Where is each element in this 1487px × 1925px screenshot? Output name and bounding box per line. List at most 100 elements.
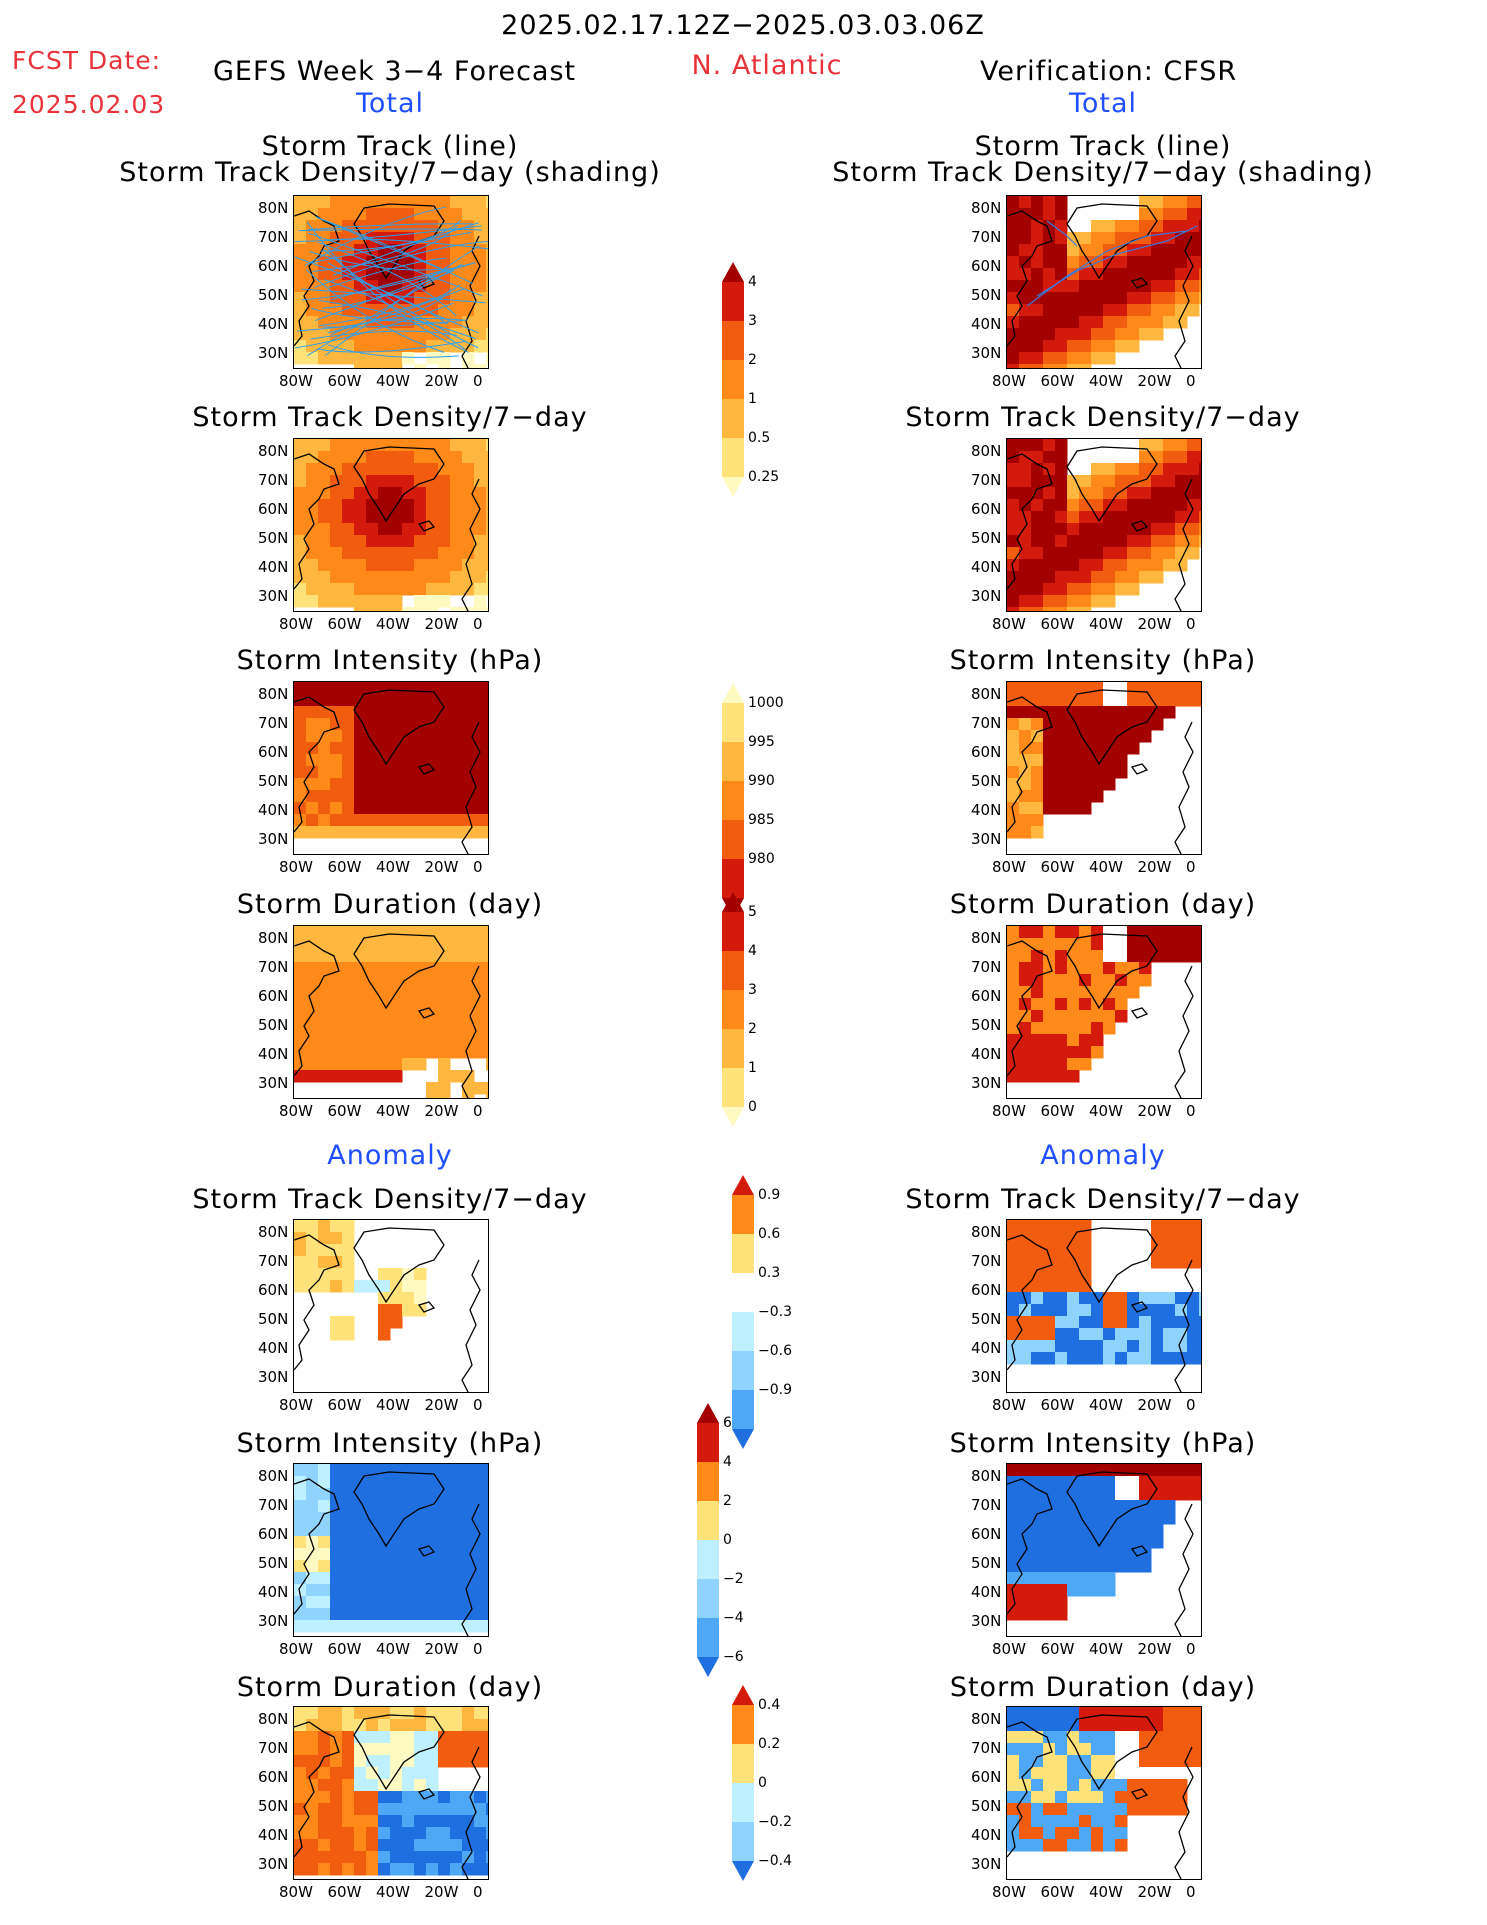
title-intensity-anom-left: Storm Intensity (hPa): [236, 1428, 544, 1459]
lat-label: 60N: [258, 743, 289, 761]
lat-label: 80N: [971, 1223, 1002, 1241]
lat-label: 40N: [971, 315, 1002, 333]
colorbar-tick-label: 0: [748, 1099, 757, 1115]
lon-label: 40W: [376, 615, 410, 633]
lat-label: 40N: [258, 801, 289, 819]
lon-label: 60W: [1040, 1396, 1075, 1414]
colorbar-tick-label: −0.3: [758, 1304, 792, 1320]
lon-label: 60W: [327, 372, 362, 390]
lon-label: 20W: [1137, 1102, 1172, 1120]
lat-label: 60N: [971, 743, 1002, 761]
map-image-intensity-anom-left: [294, 1464, 488, 1636]
map-track-left: [293, 195, 489, 369]
lon-label: 80W: [992, 1396, 1026, 1414]
lon-label: 40W: [376, 372, 410, 390]
lat-label: 60N: [971, 500, 1002, 518]
map-image-duration-left: [294, 926, 488, 1098]
map-image-duration-anom-left: [294, 1707, 488, 1879]
map-image-duration-anom-right: [1007, 1707, 1201, 1879]
title-track-shading-left: Storm Track Density/7−day (shading): [119, 157, 661, 188]
lat-label: 50N: [971, 1554, 1002, 1572]
lat-label: 60N: [971, 1281, 1002, 1299]
title-track-line-right: Storm Track (line): [974, 131, 1232, 162]
lon-label: 20W: [1137, 372, 1172, 390]
right-anomaly-label: Anomaly: [1040, 1140, 1166, 1171]
lat-label: 30N: [258, 344, 289, 362]
lon-label: 40W: [1089, 1640, 1123, 1658]
lat-label: 30N: [971, 1368, 1002, 1386]
lat-label: 80N: [258, 199, 289, 217]
lon-label: 0: [473, 858, 483, 876]
lon-label: 40W: [376, 1640, 410, 1658]
lon-label: 0: [1186, 372, 1196, 390]
lat-label: 30N: [971, 1074, 1002, 1092]
map-duration-right: [1006, 925, 1202, 1099]
lon-label: 40W: [1089, 615, 1123, 633]
lon-label: 80W: [279, 1883, 313, 1901]
lon-label: 80W: [279, 615, 313, 633]
colorbar-tick-label: 0: [758, 1775, 767, 1791]
lon-label: 60W: [1040, 372, 1075, 390]
map-density-anom-right: [1006, 1219, 1202, 1393]
map-image-density-anom-left: [294, 1220, 481, 1392]
title-duration-right: Storm Duration (day): [949, 889, 1257, 920]
colorbar-tick-label: 0.5: [748, 430, 771, 446]
colorbar-tick-label: 985: [748, 812, 775, 828]
colorbar-tick-label: 2: [723, 1493, 732, 1509]
lat-label: 30N: [258, 1074, 289, 1092]
title-duration-anom-left: Storm Duration (day): [236, 1672, 544, 1703]
right-total-label: Total: [1068, 88, 1138, 119]
lat-label: 50N: [971, 772, 1002, 790]
title-density-right: Storm Track Density/7−day: [905, 402, 1301, 433]
title-density-left: Storm Track Density/7−day: [192, 402, 588, 433]
lat-label: 60N: [258, 1525, 289, 1543]
lon-label: 80W: [992, 1883, 1026, 1901]
lon-label: 0: [473, 1396, 483, 1414]
lat-label: 50N: [258, 1554, 289, 1572]
lon-label: 0: [1186, 1396, 1196, 1414]
map-image-track-left: [294, 196, 488, 368]
lon-label: 60W: [327, 615, 362, 633]
title-intensity-anom-right: Storm Intensity (hPa): [949, 1428, 1257, 1459]
colorbar-tick-label: 3: [748, 982, 757, 998]
colorbar-tick-label: 0.9: [758, 1187, 781, 1203]
lat-label: 60N: [258, 1281, 289, 1299]
colorbar-tick-label: 1000: [748, 695, 784, 711]
lat-label: 80N: [258, 442, 289, 460]
lat-label: 60N: [258, 257, 289, 275]
lat-label: 60N: [258, 500, 289, 518]
lon-label: 20W: [1137, 1883, 1172, 1901]
lon-label: 60W: [1040, 1883, 1075, 1901]
lat-label: 50N: [971, 529, 1002, 547]
map-intensity-right: [1006, 681, 1202, 855]
map-duration-anom-left: [293, 1706, 489, 1880]
lon-label: 20W: [424, 1396, 459, 1414]
lat-label: 40N: [258, 1583, 289, 1601]
lat-label: 70N: [971, 1252, 1002, 1270]
map-image-density-right: [1007, 439, 1201, 611]
lon-label: 40W: [376, 1883, 410, 1901]
lat-label: 60N: [971, 1768, 1002, 1786]
lat-label: 70N: [258, 471, 289, 489]
lat-label: 50N: [258, 1016, 289, 1034]
colorbar-tick-label: 5: [748, 904, 757, 920]
map-density-left: [293, 438, 489, 612]
colorbar-tick-label: 2: [748, 1021, 757, 1037]
lon-label: 20W: [424, 1640, 459, 1658]
lat-label: 50N: [971, 286, 1002, 304]
colorbar-tick-label: 0: [723, 1532, 732, 1548]
lat-label: 70N: [258, 714, 289, 732]
left-total-label: Total: [355, 88, 425, 119]
lon-label: 80W: [279, 858, 313, 876]
colorbar-tick-label: 2: [748, 352, 757, 368]
lat-label: 80N: [258, 1223, 289, 1241]
lat-label: 50N: [258, 529, 289, 547]
lat-label: 80N: [971, 442, 1002, 460]
map-density-right: [1006, 438, 1202, 612]
colorbar-tick-label: −0.9: [758, 1382, 792, 1398]
lon-label: 80W: [279, 1396, 313, 1414]
lon-label: 60W: [327, 1102, 362, 1120]
lon-label: 20W: [424, 858, 459, 876]
lat-label: 70N: [971, 714, 1002, 732]
lon-label: 80W: [992, 1640, 1026, 1658]
